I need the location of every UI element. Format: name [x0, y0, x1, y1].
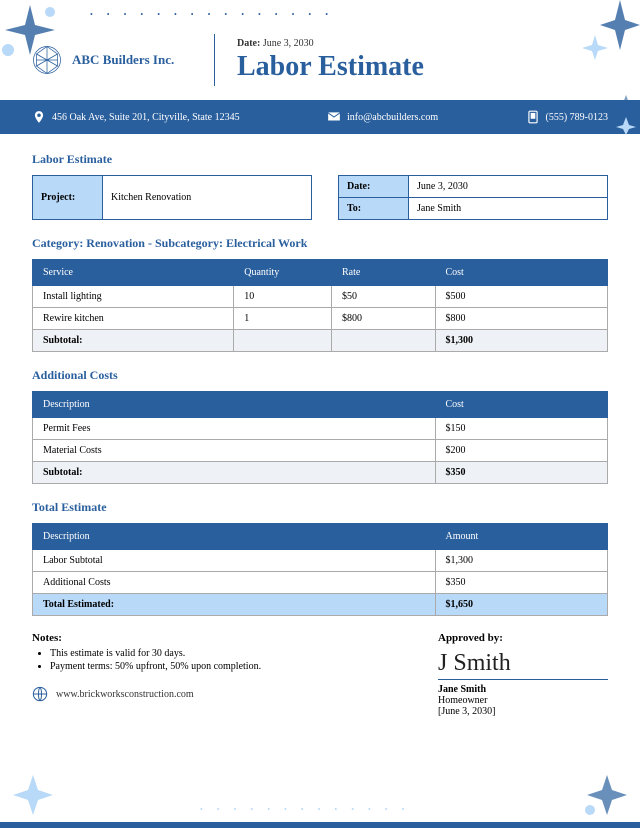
contact-bar: 456 Oak Ave, Suite 201, Cityville, State…: [0, 100, 640, 134]
contact-phone: (555) 789-0123: [546, 112, 609, 123]
th-cost: Cost: [435, 260, 608, 286]
approver-name: Jane Smith: [438, 684, 608, 695]
section-title-labor: Labor Estimate: [32, 152, 608, 167]
email-icon: [327, 110, 341, 124]
info-date-label: Date:: [339, 176, 409, 198]
location-icon: [32, 110, 46, 124]
info-to-label: To:: [339, 198, 409, 220]
recipient-info-table: Date: June 3, 2030 To: Jane Smith: [338, 175, 608, 220]
company-name: ABC Builders Inc.: [72, 52, 174, 68]
approval-section: Approved by: J Smith Jane Smith Homeowne…: [438, 632, 608, 717]
section-title-total: Total Estimate: [32, 500, 608, 515]
bottom-accent-bar: [0, 822, 640, 828]
th-amount: Amount: [435, 524, 608, 550]
decorative-dots: • • • • • • • • • • • • • • •: [90, 10, 334, 19]
th-service: Service: [33, 260, 234, 286]
header-date-line: Date: June 3, 2030: [237, 38, 424, 49]
notes-title: Notes:: [32, 632, 62, 644]
table-row: Material Costs$200: [33, 440, 608, 462]
th-qty: Quantity: [234, 260, 332, 286]
table-row: Labor Subtotal$1,300: [33, 550, 608, 572]
th-cost: Cost: [435, 392, 608, 418]
approval-date: [June 3, 2030]: [438, 706, 608, 717]
table-row: Additional Costs$350: [33, 572, 608, 594]
date-label: Date:: [237, 38, 260, 49]
total-estimate-table: Description Amount Labor Subtotal$1,300 …: [32, 523, 608, 616]
signature-line: [438, 679, 608, 680]
decorative-star-r: [616, 95, 636, 135]
decorative-star-tr: [580, 0, 640, 60]
approved-by-label: Approved by:: [438, 632, 608, 644]
website-url: www.brickworksconstruction.com: [56, 689, 194, 700]
decorative-dots-bottom: • • • • • • • • • • • • •: [200, 805, 410, 814]
info-date-value: June 3, 2030: [409, 176, 608, 198]
table-row: Rewire kitchen 1 $800 $800: [33, 308, 608, 330]
project-info-table: Project: Kitchen Renovation: [32, 175, 312, 220]
subtotal-row: Subtotal:$350: [33, 462, 608, 484]
document-title: Labor Estimate: [237, 51, 424, 83]
decorative-star-br: [582, 770, 632, 820]
th-desc: Description: [33, 392, 436, 418]
subtotal-row: Subtotal: $1,300: [33, 330, 608, 352]
decorative-star-bl: [8, 770, 58, 820]
project-label: Project:: [33, 176, 103, 220]
project-value: Kitchen Renovation: [103, 176, 312, 220]
contact-address: 456 Oak Ave, Suite 201, Cityville, State…: [52, 112, 240, 123]
vertical-divider: [214, 34, 215, 86]
services-table: Service Quantity Rate Cost Install light…: [32, 259, 608, 352]
signature: J Smith: [438, 650, 608, 677]
phone-icon: [526, 110, 540, 124]
notes-section: Notes: This estimate is valid for 30 day…: [32, 632, 261, 717]
contact-email: info@abcbuilders.com: [347, 112, 438, 123]
globe-icon: [32, 686, 48, 702]
table-row: Install lighting 10 $50 $500: [33, 286, 608, 308]
th-rate: Rate: [332, 260, 436, 286]
th-desc: Description: [33, 524, 436, 550]
header-date: June 3, 2030: [263, 38, 314, 49]
info-to-value: Jane Smith: [409, 198, 608, 220]
table-row: Permit Fees$150: [33, 418, 608, 440]
additional-costs-table: Description Cost Permit Fees$150 Materia…: [32, 391, 608, 484]
approver-role: Homeowner: [438, 695, 608, 706]
section-title-additional: Additional Costs: [32, 368, 608, 383]
note-item: Payment terms: 50% upfront, 50% upon com…: [50, 661, 261, 672]
decorative-star-tl: [0, 0, 60, 70]
note-item: This estimate is valid for 30 days.: [50, 648, 261, 659]
section-title-category: Category: Renovation - Subcategory: Elec…: [32, 236, 608, 251]
total-row: Total Estimated:$1,650: [33, 594, 608, 616]
